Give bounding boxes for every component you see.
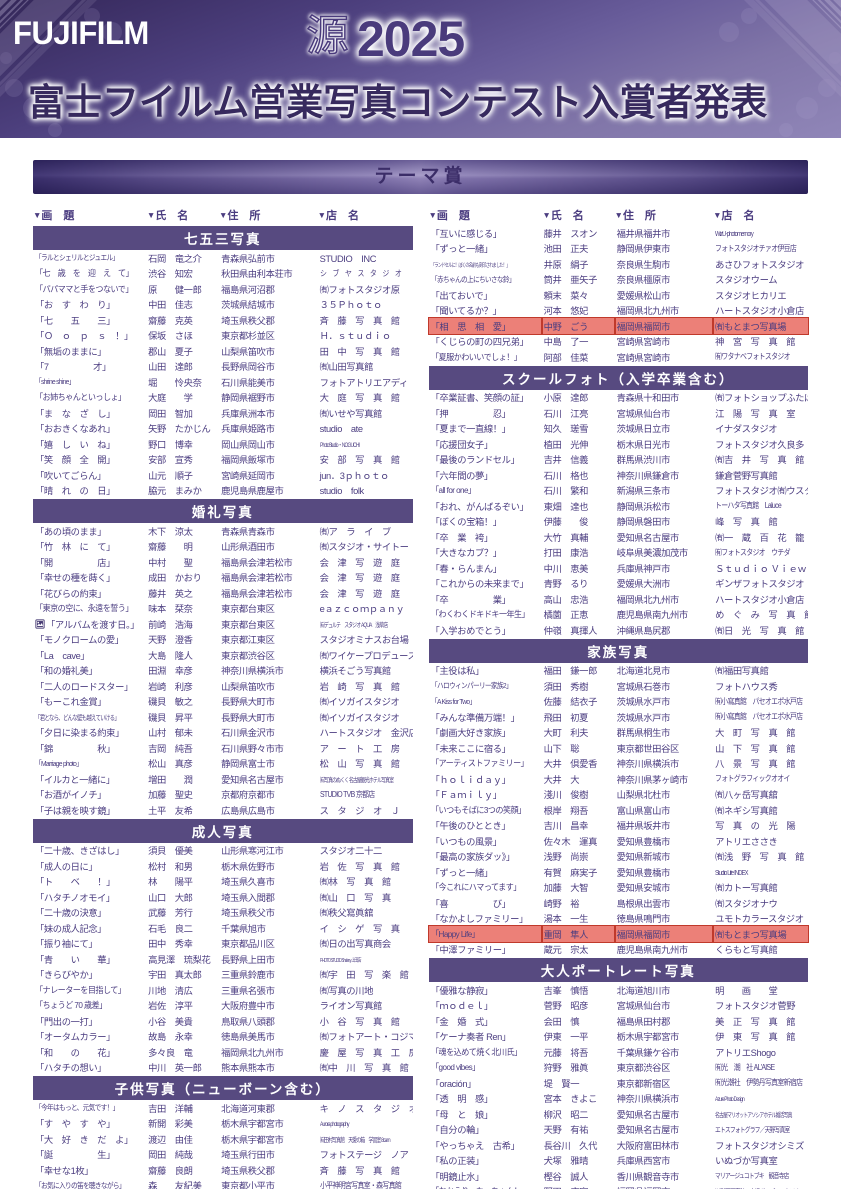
svg-text:源: 源	[306, 13, 348, 60]
